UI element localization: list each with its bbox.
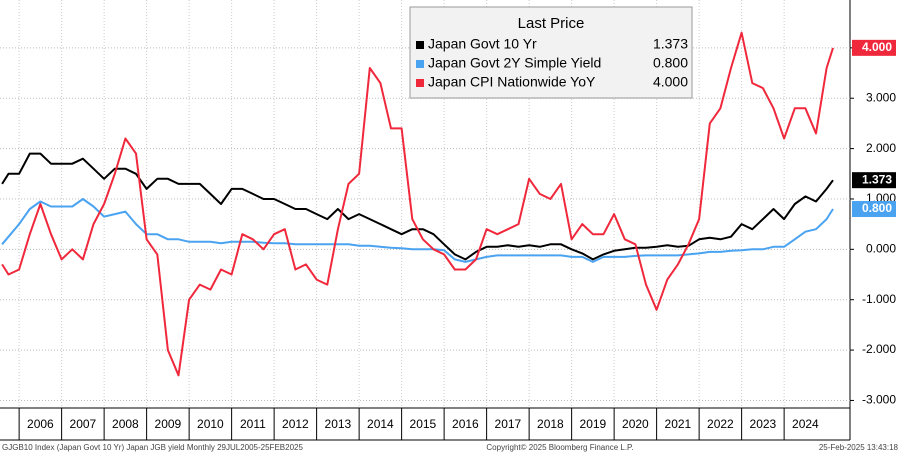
- legend-swatch: [416, 41, 424, 49]
- legend-value: 1.373: [653, 36, 688, 52]
- legend-swatch: [416, 79, 424, 87]
- legend: Last Price Japan Govt 10 Yr 1.373 Japan Gov…: [409, 6, 693, 99]
- legend-value: 4.000: [653, 74, 688, 90]
- x-tick-label: 2022: [707, 417, 734, 431]
- last-value-tag-box: [852, 39, 896, 56]
- x-tick-label: 2012: [282, 417, 309, 431]
- y-tick-label: 3.000: [866, 90, 896, 104]
- legend-title: Last Price: [518, 15, 585, 32]
- x-tick-label: 2024: [792, 417, 819, 431]
- x-tick-label: 2007: [70, 417, 97, 431]
- x-tick-label: 2015: [410, 417, 437, 431]
- last-value-tag-label: 0.800: [862, 201, 892, 215]
- series-line: [1, 31, 834, 377]
- y-tick-label: -2.000: [862, 342, 896, 356]
- last-value-tag-box: [852, 201, 896, 218]
- x-tick-label: 2013: [325, 417, 352, 431]
- last-value-tag: 1.373: [852, 172, 896, 189]
- x-tick-label: 2014: [367, 417, 394, 431]
- last-value-tag: 4.000: [852, 39, 896, 56]
- x-tick-label: 2023: [750, 417, 777, 431]
- y-tick-label: -3.000: [862, 393, 896, 407]
- x-tick-label: 2010: [197, 417, 224, 431]
- footer-left: GJGB10 Index (Japan Govt 10 Yr) Japan JG…: [2, 443, 303, 452]
- y-tick-label: 2.000: [866, 141, 896, 155]
- x-tick-label: 2006: [27, 417, 54, 431]
- last-value-tag-label: 1.373: [862, 172, 892, 186]
- x-tick-label: 2009: [155, 417, 182, 431]
- series-line: [1, 198, 834, 263]
- x-tick-label: 2019: [580, 417, 607, 431]
- legend-label: Japan Govt 10 Yr: [428, 36, 537, 52]
- x-tick-label: 2021: [665, 417, 692, 431]
- x-tick-label: 2011: [240, 417, 266, 431]
- last-value-tag: 0.800: [852, 201, 896, 218]
- x-tick-label: 2008: [112, 417, 139, 431]
- y-tick-label: 0.000: [866, 242, 896, 256]
- legend-label: Japan CPI Nationwide YoY: [428, 74, 596, 90]
- x-tick-label: 2017: [495, 417, 522, 431]
- footer-right: 25-Feb-2025 13:43:18: [819, 443, 899, 452]
- legend-label: Japan Govt 2Y Simple Yield: [428, 55, 601, 71]
- last-value-tag-label: 4.000: [862, 40, 892, 54]
- legend-swatch: [416, 60, 424, 68]
- legend-value: 0.800: [653, 55, 688, 71]
- last-value-tag-box: [852, 172, 896, 189]
- y-tick-label: -1.000: [862, 292, 896, 306]
- x-tick-label: 2016: [452, 417, 479, 431]
- x-tick-label: 2018: [537, 417, 564, 431]
- legend-box: [409, 6, 693, 99]
- footer-center: Copyright© 2025 Bloomberg Finance L.P.: [486, 443, 633, 452]
- x-tick-label: 2020: [622, 417, 649, 431]
